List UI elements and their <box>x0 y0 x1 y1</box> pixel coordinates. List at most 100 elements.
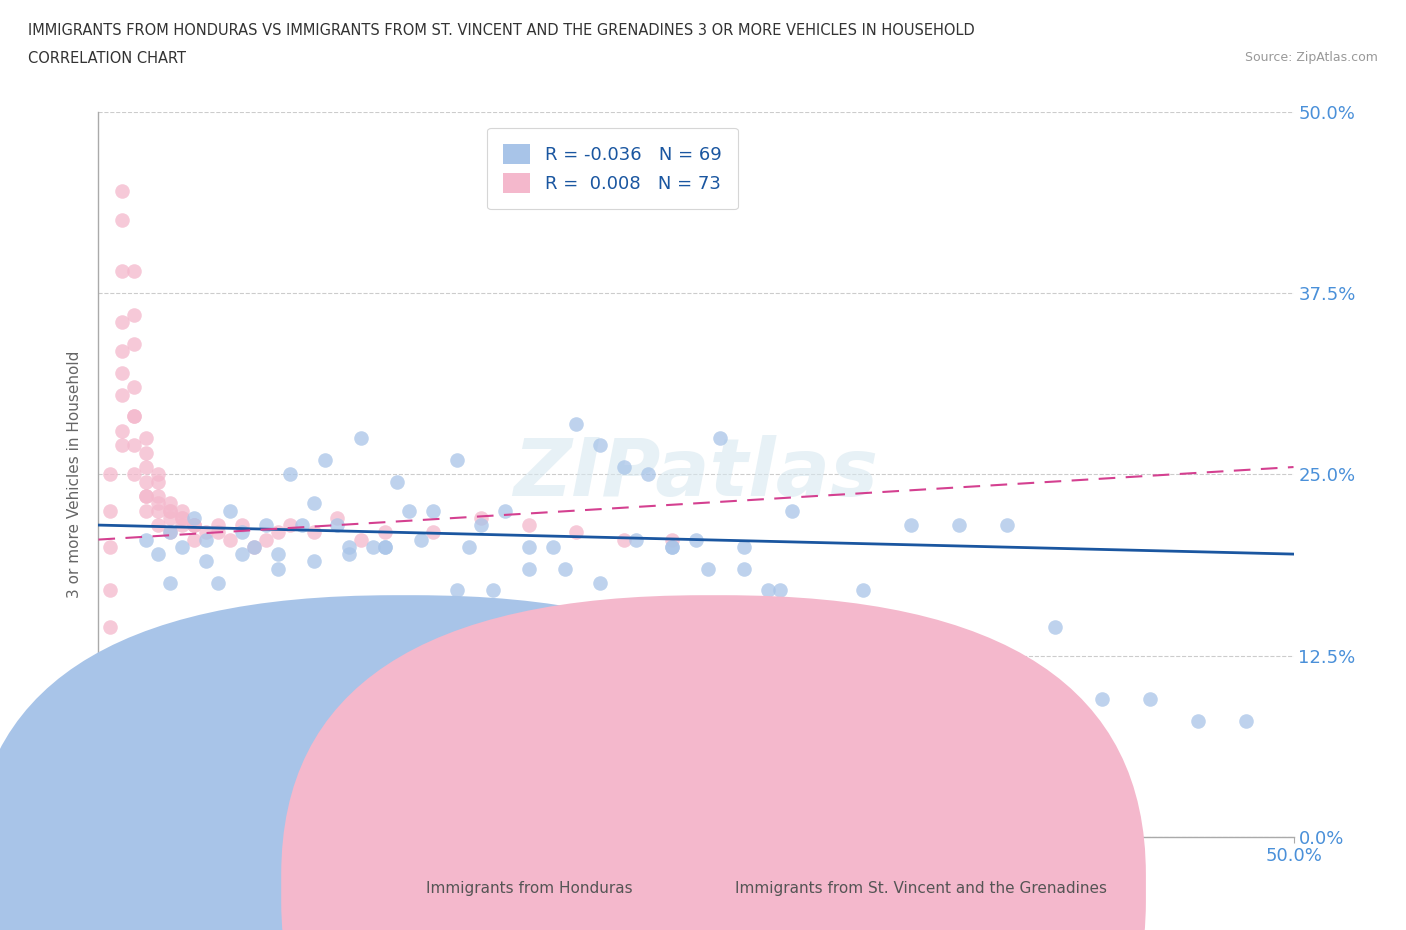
Point <box>661 539 683 554</box>
Point <box>422 503 444 518</box>
Point <box>124 264 146 279</box>
Point <box>98 467 122 482</box>
Point <box>124 438 146 453</box>
Point <box>98 778 122 793</box>
Point <box>267 547 290 562</box>
Point <box>1139 692 1161 707</box>
Point <box>98 539 122 554</box>
Point <box>207 518 229 533</box>
Point <box>565 416 588 431</box>
Point <box>457 539 479 554</box>
Point <box>733 539 755 554</box>
Point <box>111 314 134 329</box>
Point <box>124 467 146 482</box>
Point <box>768 583 790 598</box>
Point <box>613 459 636 474</box>
Point <box>98 583 122 598</box>
Point <box>219 503 242 518</box>
Point <box>517 539 540 554</box>
Point <box>350 431 373 445</box>
Point <box>350 532 373 547</box>
Point <box>756 583 779 598</box>
Point <box>948 518 970 533</box>
Point <box>278 518 301 533</box>
Text: Immigrants from Honduras: Immigrants from Honduras <box>426 881 633 896</box>
Point <box>159 496 181 511</box>
Point <box>135 488 157 503</box>
Point <box>159 576 181 591</box>
Point <box>709 431 731 445</box>
Point <box>697 561 720 576</box>
Point <box>1234 713 1257 728</box>
Point <box>98 503 122 518</box>
Point <box>148 547 170 562</box>
Point <box>124 409 146 424</box>
Point <box>172 539 194 554</box>
Point <box>172 511 194 525</box>
Point <box>135 532 157 547</box>
Point <box>135 445 157 460</box>
Point <box>183 532 205 547</box>
Point <box>446 583 468 598</box>
Point <box>685 532 707 547</box>
Point <box>98 801 122 816</box>
Point <box>804 604 827 619</box>
Point <box>470 511 492 525</box>
Point <box>326 511 349 525</box>
Point <box>315 452 337 467</box>
Point <box>422 525 444 539</box>
Point <box>159 503 181 518</box>
Point <box>135 459 157 474</box>
Point <box>278 467 301 482</box>
Point <box>172 518 194 533</box>
Point <box>554 561 576 576</box>
Point <box>494 503 516 518</box>
Point <box>481 583 505 598</box>
Point <box>183 518 205 533</box>
Point <box>1043 619 1066 634</box>
Point <box>374 539 396 554</box>
Point <box>626 532 648 547</box>
Point <box>374 539 396 554</box>
Point <box>243 539 266 554</box>
Point <box>207 525 229 539</box>
Point <box>900 518 922 533</box>
Point <box>148 467 170 482</box>
Point <box>183 518 205 533</box>
Point <box>254 532 277 547</box>
Text: Immigrants from St. Vincent and the Grenadines: Immigrants from St. Vincent and the Gren… <box>735 881 1108 896</box>
Point <box>124 337 146 352</box>
Point <box>219 532 242 547</box>
Point <box>231 518 253 533</box>
Point <box>135 503 157 518</box>
Point <box>159 525 181 539</box>
Point <box>111 343 134 358</box>
Point <box>194 525 218 539</box>
Point <box>183 511 205 525</box>
Point <box>374 525 396 539</box>
Text: CORRELATION CHART: CORRELATION CHART <box>28 51 186 66</box>
Point <box>446 452 468 467</box>
Point <box>172 511 194 525</box>
Point <box>124 307 146 322</box>
Point <box>661 532 683 547</box>
Point <box>111 387 134 402</box>
Point <box>159 525 181 539</box>
Point <box>339 539 360 554</box>
Point <box>111 264 134 279</box>
Point <box>589 438 612 453</box>
Point <box>183 518 205 533</box>
Point <box>613 532 636 547</box>
Point <box>148 518 170 533</box>
Point <box>172 503 194 518</box>
Point <box>290 518 312 533</box>
Point <box>111 365 134 380</box>
Point <box>98 619 122 634</box>
Point <box>159 511 181 525</box>
Legend: R = -0.036   N = 69, R =  0.008   N = 73: R = -0.036 N = 69, R = 0.008 N = 73 <box>486 128 738 209</box>
Text: IMMIGRANTS FROM HONDURAS VS IMMIGRANTS FROM ST. VINCENT AND THE GRENADINES 3 OR : IMMIGRANTS FROM HONDURAS VS IMMIGRANTS F… <box>28 23 974 38</box>
Text: ZIPatlas: ZIPatlas <box>513 435 879 513</box>
Point <box>254 518 277 533</box>
Point <box>780 503 803 518</box>
Point <box>517 518 540 533</box>
